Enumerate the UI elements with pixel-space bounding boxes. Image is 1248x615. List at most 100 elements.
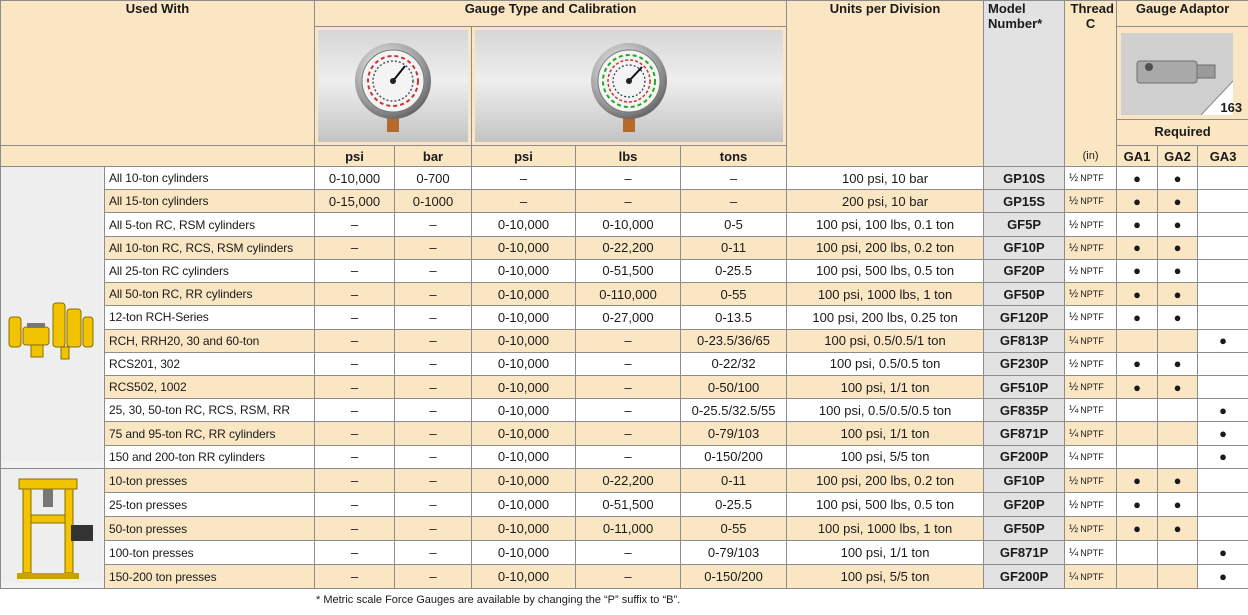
force-gauge-icon xyxy=(591,43,668,133)
tons-range-cell: 0-25.5/32.5/55 xyxy=(680,398,788,423)
psi-range-cell: 0-10,000 xyxy=(471,540,577,565)
gauge-spec-table: Used With Gauge Type and Calibration Uni… xyxy=(0,0,1248,589)
ga3-required-cell xyxy=(1197,305,1248,330)
ga2-required-cell xyxy=(1157,421,1199,446)
thread-size: ½ xyxy=(1069,172,1079,185)
used-with-cell: All 10-ton cylinders xyxy=(103,165,316,191)
ga2-required-cell: ● xyxy=(1157,351,1199,376)
table-row: 100-ton presses – –0-10,000–0-79/103 100 ps… xyxy=(1,540,1248,565)
thread-size: ½ xyxy=(1069,474,1079,487)
units-per-division-cell: 100 psi, 10 bar xyxy=(786,165,985,191)
col-tons: tons xyxy=(680,145,788,167)
gauge-adaptor-icon xyxy=(1121,33,1234,116)
bar-range-cell: – xyxy=(394,492,473,517)
thread-size: ½ xyxy=(1069,381,1079,394)
thread-type: NPTF xyxy=(1080,571,1104,582)
gauge-type-header: Gauge Type and Calibration xyxy=(314,0,788,28)
ga3-required-cell xyxy=(1197,374,1248,400)
used-with-cell: RCH, RRH20, 30 and 60-ton xyxy=(103,328,316,353)
ga1-required-cell: ● xyxy=(1116,351,1159,376)
thread-unit-label: (in) xyxy=(1082,150,1099,162)
lbs-range-cell: 0-110,000 xyxy=(575,282,682,307)
psi-range-cell: 0-10,000 xyxy=(471,444,577,470)
small-gauge-photo-cell xyxy=(314,26,473,146)
used-with-cell: RCS502, 1002 xyxy=(103,374,316,400)
gauge-photo xyxy=(475,30,784,143)
ga3-required-cell xyxy=(1197,468,1248,493)
model-number-cell: GF510P xyxy=(983,374,1066,400)
psi-range-cell: – xyxy=(314,444,396,470)
ga3-required-cell xyxy=(1197,165,1248,191)
table-row: RCS502, 1002– –0-10,000–0-50/100 100 psi, … xyxy=(1,374,1248,400)
table-body: All 10-ton cylinders 0-10,000 0-700– – –100 … xyxy=(0,165,1248,589)
units-per-division-cell: 100 psi, 1000 lbs, 1 ton xyxy=(786,282,985,307)
ga2-required-cell xyxy=(1157,328,1199,353)
psi-range-cell: – xyxy=(314,540,396,565)
col-ga3: GA3 xyxy=(1197,145,1248,167)
adaptor-page-ref[interactable]: 163 xyxy=(1220,100,1243,116)
psi-range-cell: – xyxy=(471,165,577,191)
used-with-spacer xyxy=(0,145,316,167)
psi-range-cell: 0-10,000 xyxy=(471,305,577,330)
bar-range-cell: – xyxy=(394,235,473,260)
required-label: Required xyxy=(1117,119,1248,139)
units-per-division-cell: 100 psi, 0.5/0.5/1 ton xyxy=(786,328,985,353)
ga1-required-cell: ● xyxy=(1116,305,1159,330)
thread-type: NPTF xyxy=(1080,173,1104,184)
ga2-required-cell xyxy=(1157,398,1199,423)
psi-range-cell: 0-15,000 xyxy=(314,189,396,214)
thread-size: ½ xyxy=(1069,498,1079,511)
thread-cell: ½ NPTF xyxy=(1064,258,1118,284)
ga2-required-cell: ● xyxy=(1157,212,1199,237)
model-number-cell: GF871P xyxy=(983,540,1066,565)
bar-range-cell: – xyxy=(394,258,473,284)
psi-range-cell: – xyxy=(314,328,396,353)
table-row: 50-ton presses – –0-10,000 0-11,000 0-55 100 … xyxy=(1,516,1248,541)
thread-size: ½ xyxy=(1069,357,1079,370)
psi-range-cell: – xyxy=(314,374,396,400)
used-with-cell: 100-ton presses xyxy=(103,540,316,565)
bar-range-cell: – xyxy=(394,282,473,307)
thread-cell: ½ NPTF xyxy=(1064,165,1118,191)
adaptor-photo-cell: 163 Required xyxy=(1116,26,1248,146)
gauge-adaptor-photo: 163 xyxy=(1121,33,1244,116)
ga1-required-cell xyxy=(1116,398,1159,423)
thread-cell: ½ NPTF xyxy=(1064,212,1118,237)
ga2-required-cell: ● xyxy=(1157,258,1199,284)
ga3-required-cell xyxy=(1197,282,1248,307)
ga1-required-cell: ● xyxy=(1116,374,1159,400)
bar-range-cell: – xyxy=(394,444,473,470)
units-per-division-cell: 100 psi, 200 lbs, 0.2 ton xyxy=(786,235,985,260)
cylinders-photo xyxy=(0,166,105,469)
lbs-range-cell: 0-22,200 xyxy=(575,235,682,260)
ga2-required-cell xyxy=(1157,564,1199,589)
tons-range-cell: 0-5 xyxy=(680,212,788,237)
hydraulic-press-icon xyxy=(1,469,103,583)
ga1-required-cell: ● xyxy=(1116,212,1159,237)
used-with-cell: All 50-ton RC, RR cylinders xyxy=(103,282,316,307)
lbs-range-cell: 0-51,500 xyxy=(575,492,682,517)
used-with-cell: 150-200 ton presses xyxy=(103,564,316,589)
tons-range-cell: 0-25.5 xyxy=(680,258,788,284)
used-with-cell: 12-ton RCH-Series xyxy=(103,305,316,330)
thread-size: ¼ xyxy=(1069,546,1079,559)
psi-range-cell: 0-10,000 xyxy=(471,468,577,493)
thread-cell: ½ NPTF xyxy=(1064,516,1118,541)
ga2-required-cell: ● xyxy=(1157,282,1199,307)
ga3-required-cell: ● xyxy=(1197,564,1248,589)
used-with-cell: 25-ton presses xyxy=(103,492,316,517)
table-row: 25, 30, 50-ton RC, RCS, RSM, RR – –0-10,00… xyxy=(1,398,1248,423)
tons-range-cell: 0-11 xyxy=(680,235,788,260)
model-number-cell: GF10P xyxy=(983,235,1066,260)
used-with-cell: All 15-ton cylinders xyxy=(103,189,316,214)
ga3-required-cell: ● xyxy=(1197,328,1248,353)
thread-size: ¼ xyxy=(1069,334,1079,347)
large-gauge-photo-cell xyxy=(471,26,788,146)
table-row: All 10-ton cylinders 0-10,000 0-700– – –100 … xyxy=(0,165,1248,469)
used-with-header: Used With xyxy=(0,0,316,146)
model-number-cell: GF871P xyxy=(983,421,1066,446)
ga1-required-cell: ● xyxy=(1116,492,1159,517)
model-number-cell: GF20P xyxy=(983,492,1066,517)
ga3-required-cell xyxy=(1197,516,1248,541)
